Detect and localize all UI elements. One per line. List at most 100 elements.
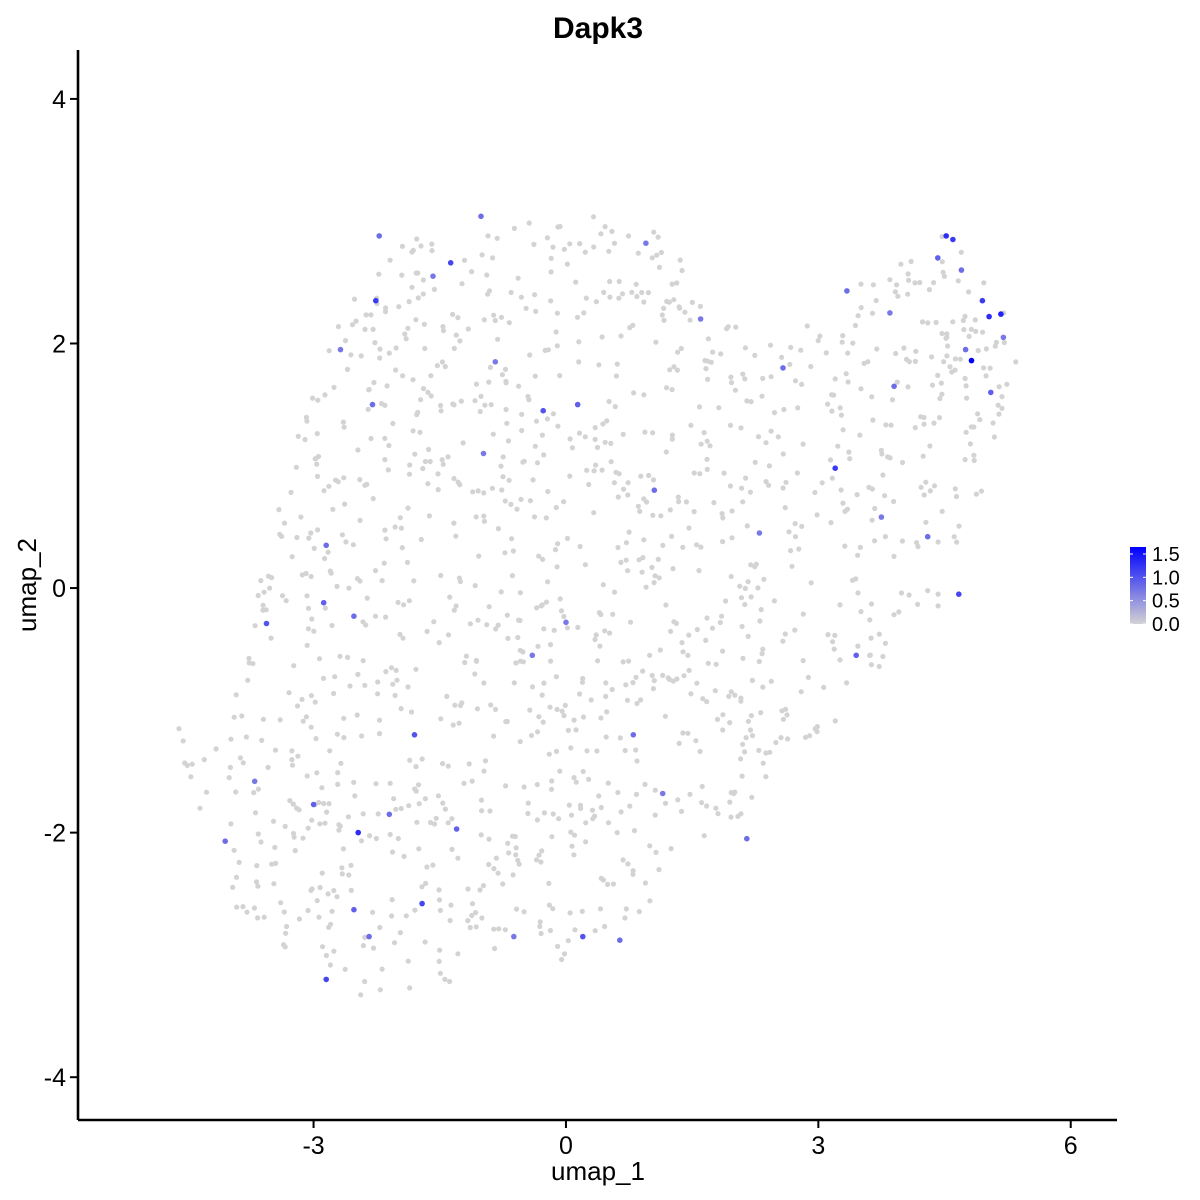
cell-point-background (792, 378, 799, 384)
cell-point-background (329, 622, 335, 629)
cell-point-background (1001, 339, 1007, 346)
cell-point-background (869, 517, 875, 523)
cell-point-background (398, 525, 404, 531)
cell-point-expressing (580, 933, 586, 940)
cell-point-background (425, 481, 431, 487)
cell-point-background (335, 781, 341, 788)
cell-point-background (503, 378, 509, 384)
cell-point-background (744, 523, 750, 529)
cell-point-background (580, 768, 586, 775)
cell-point-background (642, 880, 649, 886)
cell-point-background (880, 472, 886, 478)
cell-point-background (831, 646, 837, 652)
cell-point-background (322, 820, 328, 826)
cell-point-background (416, 801, 422, 807)
cell-point-background (536, 553, 542, 559)
cell-point-background (855, 552, 861, 558)
cell-point-background (829, 475, 835, 481)
x-axis-title: umap_1 (551, 1156, 645, 1186)
cell-point-background (781, 406, 787, 413)
cell-point-background (255, 786, 261, 792)
cell-point-background (502, 366, 509, 372)
cell-point-background (550, 906, 556, 912)
cell-point-background (618, 559, 624, 566)
cell-point-background (700, 696, 706, 702)
cell-point-background (876, 663, 882, 670)
cell-point-background (461, 257, 468, 263)
cell-point-background (322, 605, 328, 611)
cell-point-background (567, 910, 573, 916)
cell-point-background (600, 421, 606, 427)
cell-point-background (780, 638, 786, 644)
cell-point-background (278, 900, 284, 906)
cell-point-background (983, 346, 990, 352)
cell-point-background (545, 579, 551, 585)
cell-point-background (713, 661, 719, 667)
cell-point-background (453, 603, 459, 609)
cell-point-background (913, 348, 919, 354)
cell-point-background (740, 371, 746, 377)
cell-point-background (804, 323, 810, 329)
cell-point-background (760, 646, 766, 652)
cell-point-background (201, 757, 207, 763)
cell-point-background (704, 456, 710, 462)
cell-point-background (728, 380, 735, 386)
cell-point-background (755, 585, 761, 591)
cell-point-background (559, 956, 565, 963)
cell-point-background (623, 682, 629, 688)
cell-point-background (526, 220, 532, 226)
cell-point-background (352, 793, 358, 799)
cell-point-background (397, 930, 403, 936)
cell-point-background (586, 481, 592, 488)
cell-point-background (927, 488, 933, 494)
cell-point-background (527, 352, 533, 358)
cell-point-background (549, 778, 555, 784)
cell-point-background (923, 519, 929, 525)
cell-point-background (289, 757, 295, 763)
cell-point-background (927, 443, 933, 449)
cell-point-background (858, 386, 864, 392)
cell-point-background (697, 748, 703, 755)
cell-point-background (447, 594, 453, 600)
cell-point-background (455, 951, 461, 957)
cell-point-background (651, 678, 657, 684)
cell-point-background (872, 505, 878, 512)
cell-point-background (650, 686, 657, 692)
cell-point-background (283, 598, 289, 604)
cell-point-background (740, 499, 746, 505)
cell-point-background (895, 293, 901, 299)
cell-point-background (245, 677, 251, 683)
cell-point-expressing (853, 652, 859, 659)
cell-point-background (377, 355, 383, 361)
cell-point-background (857, 432, 863, 438)
cell-point-background (401, 853, 407, 860)
cell-point-background (719, 510, 725, 517)
cell-point-background (604, 709, 610, 715)
cell-point-background (534, 729, 541, 735)
cell-point-background (568, 745, 574, 751)
cell-point-background (549, 834, 555, 840)
cell-point-background (503, 406, 509, 413)
cell-point-background (308, 887, 314, 894)
cell-point-background (240, 904, 246, 910)
cell-point-background (252, 623, 258, 629)
cell-point-background (325, 549, 331, 555)
cell-point-background (451, 345, 457, 351)
cell-point-expressing (956, 591, 962, 597)
cell-point-background (650, 512, 656, 518)
cell-point-background (577, 543, 583, 550)
cell-point-background (795, 405, 801, 411)
cell-point-background (328, 570, 334, 576)
cell-point-background (473, 514, 479, 520)
cell-point-background (313, 736, 319, 742)
cell-point-background (366, 386, 372, 393)
cell-point-background (294, 534, 300, 541)
cell-point-background (309, 616, 315, 622)
cell-point-background (555, 224, 561, 230)
cell-point-background (579, 908, 585, 915)
cell-point-background (593, 299, 600, 305)
cell-point-expressing (697, 316, 704, 322)
cell-point-background (554, 706, 560, 713)
cell-point-background (602, 923, 608, 930)
cell-point-background (233, 692, 239, 698)
